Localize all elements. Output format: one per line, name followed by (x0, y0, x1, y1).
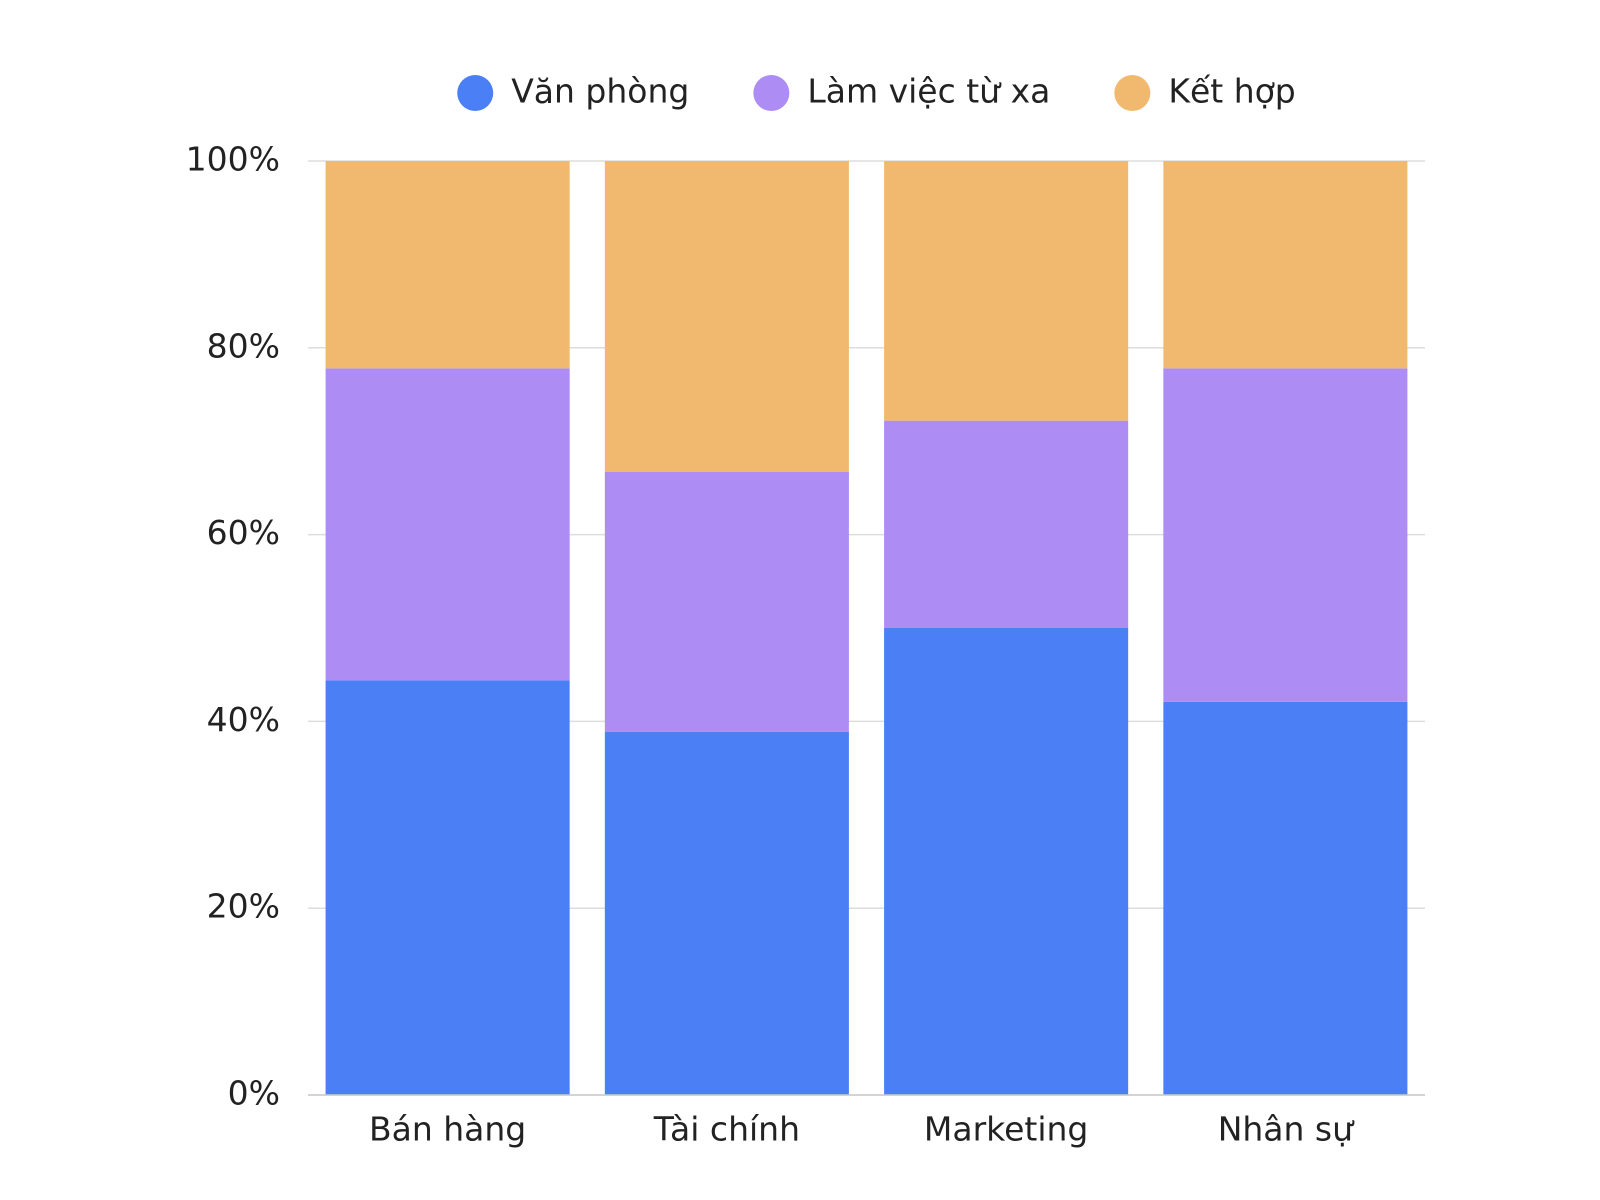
bar-segment (1163, 368, 1408, 702)
x-tick-label: Bán hàng (369, 1110, 526, 1149)
legend-label: Văn phòng (511, 72, 689, 111)
legend-label: Kết hợp (1168, 72, 1295, 111)
x-tick-label: Tài chính (653, 1110, 800, 1149)
bar-segment (604, 161, 849, 473)
y-tick-label: 80% (207, 326, 280, 365)
bar-segment (1163, 161, 1408, 369)
y-tick-label: 40% (207, 700, 280, 739)
bar-segment (884, 420, 1129, 628)
bar-segment (604, 731, 849, 1095)
legend-marker (457, 75, 494, 111)
bar-segment (325, 368, 570, 681)
bar-segment (325, 680, 570, 1095)
legend-marker (1114, 75, 1151, 111)
x-tick-label: Marketing (924, 1110, 1088, 1149)
y-tick-label: 100% (186, 140, 280, 179)
legend-marker (753, 75, 790, 111)
y-tick-label: 20% (207, 887, 280, 926)
x-tick-label: Nhân sự (1218, 1110, 1355, 1149)
bar-segment (604, 472, 849, 732)
bar-segment (1163, 701, 1408, 1095)
bar-segment (884, 628, 1129, 1095)
y-tick-label: 60% (207, 513, 280, 552)
legend-label: Làm việc từ xa (807, 72, 1050, 111)
bar-segment (325, 161, 570, 369)
bar-segment (884, 161, 1129, 421)
y-tick-label: 0% (228, 1074, 280, 1113)
